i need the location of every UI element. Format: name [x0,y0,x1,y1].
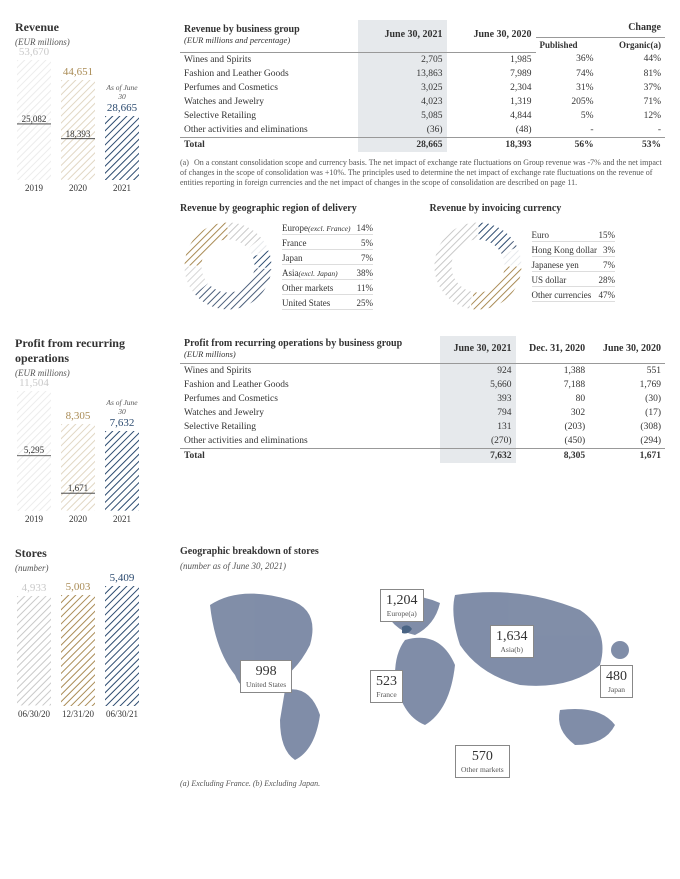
donut-currency-title: Revenue by invoicing currency [430,203,666,214]
map-label: 570Other markets [455,745,510,778]
bar-x-label: 12/31/20 [62,709,94,719]
donut-region-chart: Europe(excl. France)14% France5% Japan7% As… [180,218,416,314]
bar-value-label: 53,670 [19,46,49,58]
table-total-row: Total28,66518,39356%53% [180,137,665,152]
bar-value-label: 5,003 [66,581,91,593]
bar-value-label: 7,632 [110,417,135,429]
table-row: Wines and Spirits2,7051,98536%44% [180,52,665,67]
bar-value-label: 4,933 [22,582,47,594]
donut-currency-chart: Euro15% Hong Kong dollar3% Japanese yen7% U… [430,218,666,314]
table-row: Perfumes and Cosmetics39380(30) [180,392,665,406]
table-row: Fashion and Leather Goods13,8637,98974%8… [180,67,665,81]
bar-x-label: 2019 [25,183,43,193]
donut-svg [180,218,276,314]
table-row: Watches and Jewelry4,0231,319205%71% [180,95,665,109]
legend-item: Hong Kong dollar3% [532,244,616,257]
bar-as-of-label: As of June 30 [103,83,141,101]
legend-item: United States25% [282,297,373,310]
legend-item: France5% [282,237,373,250]
map-label: 1,204Europe(a) [380,589,424,622]
bar-x-label: 2019 [25,514,43,524]
table-row: Wines and Spirits9241,388551 [180,363,665,378]
table-row: Selective Retailing5,0854,8445%12% [180,109,665,123]
bar-half-label: 1,671 [61,483,95,493]
table-row: Perfumes and Cosmetics3,0252,30431%37% [180,81,665,95]
legend-item: Asia(excl. Japan)38% [282,267,373,280]
store-map-footnote: (a) Excluding France. (b) Excluding Japa… [180,779,665,788]
legend-item: Euro15% [532,229,616,242]
legend-item: Other markets11% [282,282,373,295]
profit-title: Profit from recurring operations [15,336,165,366]
legend-item: US dollar28% [532,274,616,287]
table-row: Other activities and eliminations(36)(48… [180,123,665,138]
revenue-title: Revenue [15,20,165,35]
table-row: Selective Retailing131(203)(308) [180,420,665,434]
stores-title: Stores [15,546,165,561]
bar-x-label: 2020 [69,514,87,524]
stores-bar-chart: 4,933 06/30/205,003 12/31/205,409 06/30/… [15,579,165,719]
bar-value-label: 11,504 [19,377,49,389]
bar-half-label: 25,082 [17,114,51,124]
donut-svg [430,218,526,314]
bar-value-label: 5,409 [110,572,135,584]
legend-item: Other currencies47% [532,289,616,302]
bar-x-label: 06/30/20 [18,709,50,719]
bar-x-label: 2020 [69,183,87,193]
profit-table: Profit from recurring operations by busi… [180,336,665,463]
donut-region-title: Revenue by geographic region of delivery [180,203,416,214]
map-label: 480Japan [600,665,633,698]
store-map-title: Geographic breakdown of stores [180,546,665,557]
revenue-bar-chart: 53,670 25,082201944,651 18,3932020As of … [15,53,165,193]
stores-subtitle: (number) [15,563,165,573]
bar-half-label: 18,393 [61,129,95,139]
bar-value-label: 44,651 [63,66,93,78]
table-row: Watches and Jewelry794302(17) [180,406,665,420]
donut-legend: Europe(excl. France)14% France5% Japan7% As… [282,222,373,310]
bar-x-label: 2021 [113,183,131,193]
bar-value-label: 8,305 [66,410,91,422]
table-row: Fashion and Leather Goods5,6607,1881,769 [180,378,665,392]
bar-x-label: 2021 [113,514,131,524]
store-map: 1,204Europe(a) 1,634Asia(b) 998United Stat… [180,575,660,775]
revenue-footnote: (a)On a constant consolidation scope and… [180,158,665,189]
store-map-subtitle: (number as of June 30, 2021) [180,561,665,571]
legend-item: Japan7% [282,252,373,265]
bar-as-of-label: As of June 30 [103,398,141,416]
map-label: 998United States [240,660,292,693]
map-label: 1,634Asia(b) [490,625,534,658]
donut-legend: Euro15% Hong Kong dollar3% Japanese yen7% U… [532,229,616,302]
table-row: Other activities and eliminations(270)(4… [180,434,665,449]
legend-item: Japanese yen7% [532,259,616,272]
revenue-table: Revenue by business group(EUR millions a… [180,20,665,152]
bar-value-label: 28,665 [107,102,137,114]
profit-bar-chart: 11,504 5,29520198,305 1,6712020As of Jun… [15,384,165,524]
table-total-row: Total7,6328,3051,671 [180,448,665,463]
legend-item: Europe(excl. France)14% [282,222,373,235]
bar-half-label: 5,295 [17,445,51,455]
bar-x-label: 06/30/21 [106,709,138,719]
map-label: 523France [370,670,403,703]
